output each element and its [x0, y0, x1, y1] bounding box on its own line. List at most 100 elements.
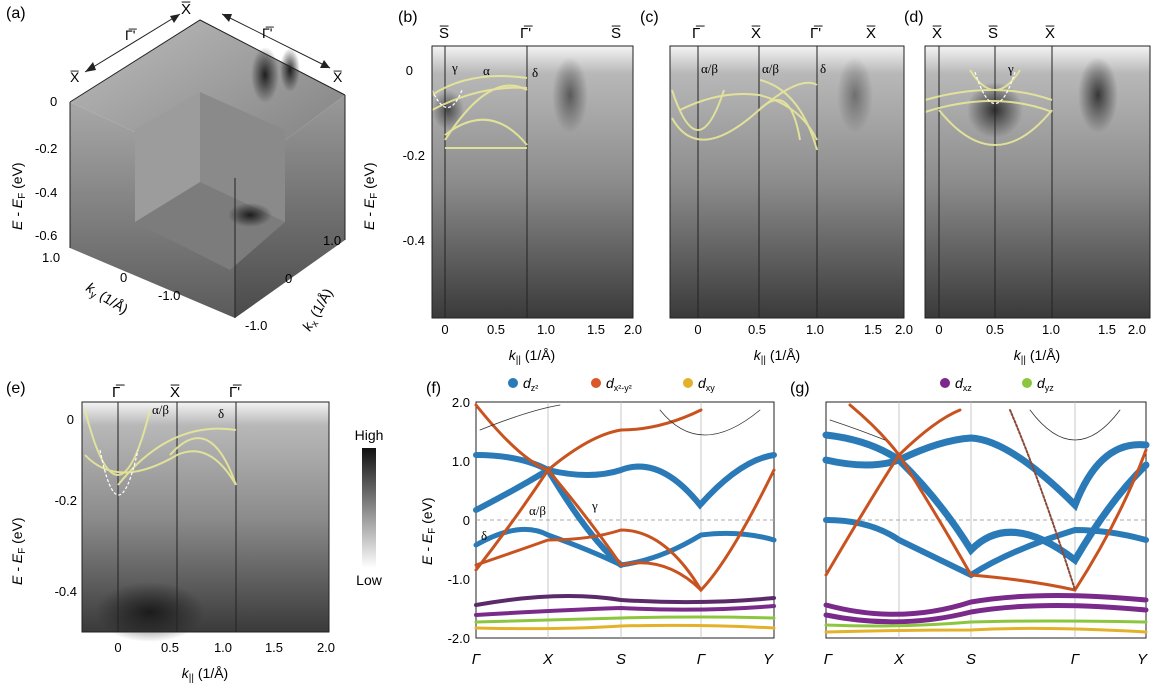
cube-cutout-wall-right	[200, 92, 285, 222]
panel-f	[473, 401, 777, 639]
panel-a	[69, 13, 346, 318]
ky-axis-label: ky (1/Å)	[82, 279, 131, 320]
x-tick: 2.0	[317, 640, 335, 655]
energy-tick: -0.4	[35, 185, 57, 200]
panel-b	[431, 45, 634, 319]
symmetry-label: X̅	[932, 25, 942, 42]
band-label: α/β	[762, 61, 779, 76]
y-tick: 0	[67, 412, 74, 427]
band-label: δ	[532, 65, 538, 80]
colorbar	[362, 448, 376, 568]
panel-c-letter: (c)	[640, 9, 659, 26]
symmetry-label: X̅	[70, 69, 80, 85]
symmetry-label: S̅	[611, 25, 621, 42]
kpath-label: X	[893, 651, 905, 668]
band-label: δ	[218, 406, 224, 421]
y-axis-label: E - EF (eV)	[361, 162, 380, 230]
x-axis-label: k|| (1/Å)	[182, 665, 228, 684]
symmetry-label: X̅	[751, 25, 761, 42]
x-axis-label: k|| (1/Å)	[754, 347, 800, 366]
energy-axis-label: E - EF (eV)	[9, 162, 28, 230]
legend-label: dxy	[698, 375, 715, 393]
x-tick: 1.0	[214, 640, 232, 655]
y-tick: 1.0	[452, 454, 470, 469]
y-axis-label: E - EF (eV)	[419, 497, 438, 565]
x-tick: 1.0	[806, 322, 824, 337]
panel-f-letter: (f)	[426, 380, 441, 397]
legend-label: dx²-y²	[606, 375, 632, 393]
band-label: α	[483, 63, 490, 78]
symmetry-label: S̅	[988, 25, 998, 42]
legend-label: dyz	[1037, 375, 1054, 393]
band-label: α/β	[529, 503, 546, 518]
panel-g	[822, 401, 1150, 639]
band-label: δ	[481, 528, 487, 543]
x-tick: 0	[114, 640, 121, 655]
band-label: γ	[1007, 61, 1014, 76]
y-tick: 2.0	[452, 395, 470, 410]
symmetry-label: Γ̅	[692, 25, 705, 42]
y-tick: -0.4	[55, 584, 77, 599]
symmetry-label: X̅	[181, 1, 191, 18]
band-label: α/β	[701, 61, 718, 76]
x-tick: 1.5	[1098, 322, 1116, 337]
energy-tick: 0	[50, 94, 57, 109]
cube-cutout-floor	[135, 182, 285, 270]
ky-tick: 0	[120, 270, 127, 285]
y-tick: 0	[463, 513, 470, 528]
symmetry-label: Γ̅'	[262, 25, 275, 41]
kpath-label: Γ	[824, 651, 834, 668]
panel-e-letter: (e)	[6, 380, 26, 397]
symmetry-label: X̅	[170, 384, 180, 401]
x-tick: 2.0	[624, 322, 642, 337]
kpath-label: Γ	[1071, 651, 1081, 668]
cube-dark-feature	[251, 47, 279, 103]
y-tick: 0	[406, 63, 413, 78]
kpath-label: Γ	[697, 651, 707, 668]
legend-label: dxz	[955, 375, 972, 393]
symmetry-label: Γ̅	[112, 384, 125, 401]
band-label: γ	[591, 498, 598, 513]
kx-axis-label: kx (1/Å)	[299, 285, 339, 335]
symmetry-label: Γ̅'	[229, 384, 242, 401]
legend-swatch-dyz	[1022, 378, 1032, 388]
panel-a-letter: (a)	[6, 5, 26, 22]
kx-tick: -1.0	[245, 318, 267, 333]
cube-dark-feature	[228, 203, 272, 227]
y-tick: -0.4	[403, 233, 425, 248]
energy-tick: -0.2	[35, 141, 57, 156]
kpath-label: X	[542, 651, 554, 668]
kx-tick: 1.0	[323, 233, 341, 248]
x-tick: 2.0	[1128, 322, 1146, 337]
x-tick: 2.0	[895, 322, 913, 337]
y-tick: -2.0	[448, 631, 470, 646]
x-tick: 1.5	[864, 322, 882, 337]
panel-c	[669, 45, 905, 319]
legend-label: dz²	[523, 375, 538, 393]
symmetry-label: Γ̅'	[125, 27, 138, 43]
energy-tick: -0.6	[35, 228, 57, 243]
panel-d	[924, 45, 1151, 319]
cube-right-face	[235, 95, 345, 318]
legend-swatch-dxy	[683, 378, 693, 388]
colorbar-low-label: Low	[356, 572, 383, 588]
ky-tick: 1.0	[42, 250, 60, 265]
kpath-label: Γ	[472, 651, 482, 668]
kpath-label: Y	[763, 651, 774, 668]
x-tick: 0.5	[986, 322, 1004, 337]
kpath-label: S	[616, 651, 626, 668]
y-tick: -0.2	[55, 493, 77, 508]
colorbar-high-label: High	[355, 427, 384, 443]
symmetry-label: Γ̅'	[810, 25, 823, 42]
y-tick: -1.0	[448, 572, 470, 587]
symmetry-label: X̅	[1045, 25, 1055, 42]
legend-swatch-dxz	[940, 378, 950, 388]
symmetry-label: X̅	[333, 69, 343, 85]
x-tick: 1.5	[587, 322, 605, 337]
x-tick: 1.5	[265, 640, 283, 655]
kx-tick: 0	[285, 271, 292, 286]
y-tick: -0.2	[403, 148, 425, 163]
panel-d-letter: (d)	[904, 9, 924, 26]
band-label: γ	[451, 60, 458, 75]
x-tick: 0.5	[487, 322, 505, 337]
